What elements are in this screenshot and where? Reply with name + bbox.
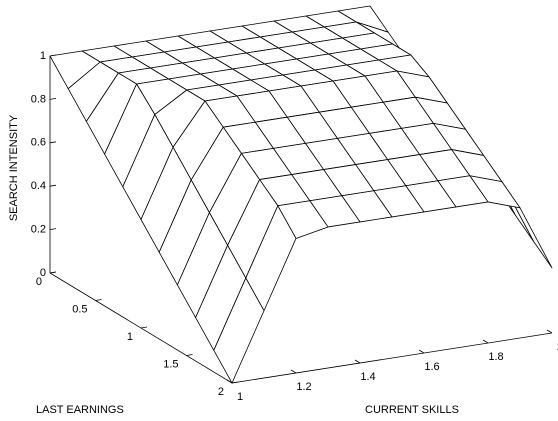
z-tick (49, 184, 57, 187)
y-tick-label: 0 (36, 276, 42, 288)
z-axis-label: SEARCH INTENSITY (8, 114, 20, 221)
y-tick-label: 2 (218, 386, 224, 398)
z-tick-label: 0.6 (31, 137, 46, 149)
x-tick-label: 1.4 (360, 371, 375, 383)
y-tick (140, 326, 148, 329)
z-tick-label: 0.2 (31, 224, 46, 236)
z-tick (49, 141, 57, 144)
x-tick (290, 369, 297, 374)
surface-patch (213, 277, 265, 384)
z-tick-label: 0.4 (31, 180, 46, 192)
y-tick (95, 299, 102, 301)
x-tick (354, 359, 361, 364)
y-tick (231, 381, 239, 384)
y-tick-label: 0.5 (72, 303, 87, 315)
z-tick-label: 1 (40, 50, 46, 62)
x-tick-label: 1.2 (296, 381, 311, 393)
x-tick-label: 1 (237, 391, 243, 403)
x-axis-label: CURRENT SKILLS (365, 404, 459, 416)
x-tick (226, 379, 233, 384)
x-tick-label: 1.8 (488, 351, 503, 363)
y-tick (49, 271, 57, 274)
z-tick (49, 98, 57, 100)
y-tick-label: 1 (127, 331, 133, 343)
x-tick (418, 349, 425, 354)
x-tick (546, 329, 553, 334)
z-tick-label: 0.8 (31, 93, 46, 105)
z-tick-label: 0 (40, 267, 46, 279)
y-axis-label: LAST EARNINGS (36, 404, 124, 416)
y-tick-label: 1.5 (163, 358, 178, 370)
x-tick (482, 339, 489, 344)
x-tick-label: 2 (557, 341, 558, 353)
y-tick (186, 354, 193, 356)
x-tick-label: 1.6 (424, 361, 439, 373)
z-tick (49, 228, 57, 230)
x-axis (231, 332, 553, 384)
